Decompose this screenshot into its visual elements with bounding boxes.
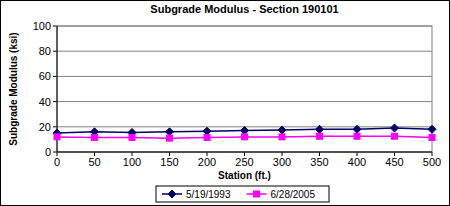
y-tick-label: 80 [39, 45, 51, 57]
data-point [392, 133, 398, 139]
data-point [129, 135, 135, 141]
legend-marker [168, 190, 176, 198]
y-tick [53, 126, 57, 127]
chart-border [1, 1, 450, 206]
y-tick-label: 60 [39, 70, 51, 82]
data-point [429, 135, 435, 141]
y-tick [53, 26, 57, 27]
y-tick-label: 0 [45, 146, 51, 158]
x-axis-label: Station (ft.) [218, 170, 271, 181]
title: Subgrade Modulus - Section 190101 [150, 3, 338, 15]
legend-label: 6/28/2005 [271, 189, 316, 200]
data-point [353, 125, 361, 133]
y-tick [53, 152, 57, 153]
data-point [92, 135, 98, 141]
grid-line [57, 101, 432, 102]
y-tick-label: 100 [33, 20, 51, 32]
x-tick-label: 200 [198, 156, 216, 168]
data-point [204, 135, 210, 141]
x-tick-label: 500 [423, 156, 441, 168]
data-point [316, 125, 324, 133]
y-tick [53, 51, 57, 52]
x-tick-label: 250 [235, 156, 253, 168]
data-point [279, 134, 285, 140]
plot-frame [57, 26, 432, 152]
x-tick-label: 100 [123, 156, 141, 168]
x-tick-label: 0 [54, 156, 60, 168]
grid-line [57, 76, 432, 77]
legend: 5/19/1993 6/28/2005 [156, 186, 329, 202]
data-point [242, 134, 248, 140]
grid-line [57, 51, 432, 52]
x-tick-label: 50 [88, 156, 100, 168]
legend-label: 5/19/1993 [186, 189, 231, 200]
x-tick-label: 450 [385, 156, 403, 168]
data-point [354, 133, 360, 139]
data-point [278, 126, 286, 134]
x-axis [57, 152, 432, 153]
data-point [317, 133, 323, 139]
legend-box [156, 186, 329, 202]
chart: Subgrade Modulus - Section 190101 0 20 40 60… [0, 0, 450, 206]
data-point [167, 135, 173, 141]
x-tick-label: 150 [160, 156, 178, 168]
x-tick-label: 350 [310, 156, 328, 168]
y-tick-label: 40 [39, 96, 51, 108]
y-tick [53, 101, 57, 102]
y-tick [53, 76, 57, 77]
data-point [54, 134, 60, 140]
y-tick-label: 20 [39, 121, 51, 133]
data-point [428, 125, 436, 133]
legend-marker [254, 191, 260, 197]
y-axis-label: Subgrade Modulus (ksi) [8, 32, 19, 145]
grid-line [57, 152, 432, 153]
x-tick-label: 300 [273, 156, 291, 168]
data-point [391, 124, 399, 132]
x-tick-label: 400 [348, 156, 366, 168]
plot-area [53, 124, 436, 141]
